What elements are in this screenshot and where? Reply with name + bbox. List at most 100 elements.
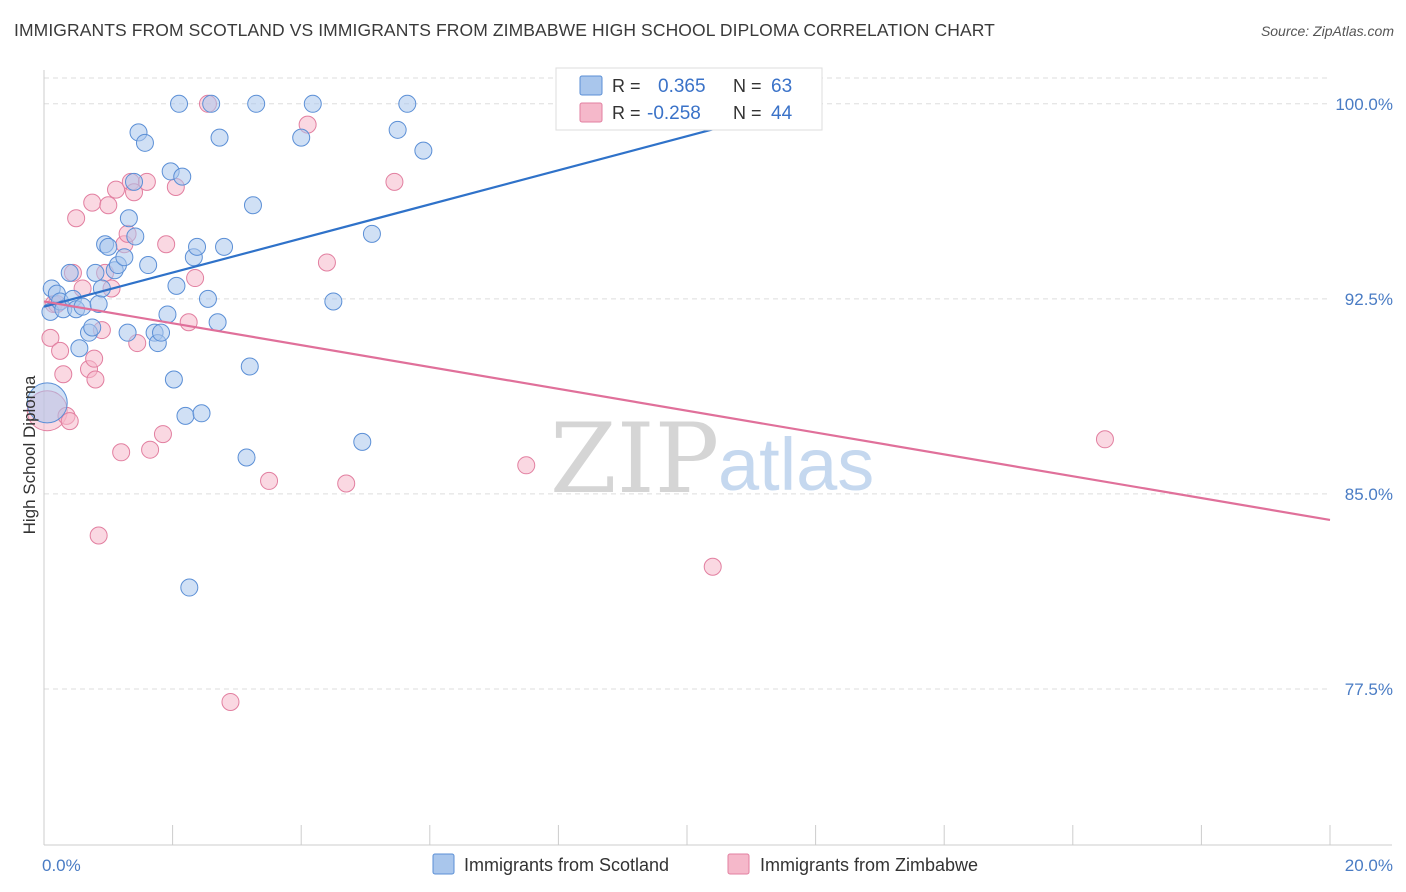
scotland-point (92, 279, 111, 298)
y-tick-label: 77.5% (1345, 680, 1393, 699)
scotland-point (118, 323, 137, 342)
watermark-zip: ZIP (550, 403, 719, 515)
zimbabwe-point (153, 425, 172, 444)
zimbabwe-point (260, 471, 279, 490)
stats-swatch-scotland (579, 75, 603, 96)
scotland-point (388, 120, 407, 139)
scotland-point (126, 227, 145, 246)
legend-label-zimbabwe: Immigrants from Zimbabwe (760, 855, 978, 875)
scotland-point (215, 237, 234, 256)
watermark: ZIP atlas (550, 403, 874, 515)
stats-swatch-zimbabwe (579, 102, 603, 123)
series-legend: Immigrants from Scotland Immigrants from… (432, 853, 978, 875)
stats-r-value-scotland: 0.365 (658, 76, 706, 97)
zimbabwe-point (85, 349, 104, 368)
scotland-point (26, 382, 68, 424)
scotland-point (167, 276, 186, 295)
zimbabwe-point (517, 456, 536, 475)
stats-n-value-zimbabwe: 44 (771, 103, 793, 124)
scotland-point (115, 248, 134, 267)
scotland-point (70, 339, 89, 358)
scotland-point (173, 167, 192, 186)
zimbabwe-point (141, 440, 160, 459)
scotland-point (180, 578, 199, 597)
scotland-point (398, 94, 417, 113)
zimbabwe-point (385, 172, 404, 191)
scotland-point (243, 196, 262, 215)
zimbabwe-point (60, 412, 79, 431)
trend-lines (43, 102, 1331, 522)
y-tick-label: 100.0% (1335, 95, 1393, 114)
scotland-point (99, 237, 118, 256)
scotland-point (188, 237, 207, 256)
scotland-point (208, 313, 227, 332)
legend-swatch-scotland (432, 853, 455, 875)
stats-r-label-zimbabwe: R = (612, 103, 641, 123)
scotland-point (198, 289, 217, 308)
source-label: Source: ZipAtlas.com (1260, 23, 1394, 39)
scotland-point (135, 133, 154, 152)
stats-n-value-scotland: 63 (771, 76, 792, 97)
y-axis-label: High School Diploma (20, 375, 39, 534)
scotland-point (152, 323, 171, 342)
scotland-point (176, 406, 195, 425)
scotland-point (324, 292, 343, 311)
zimbabwe-point (99, 196, 118, 215)
zimbabwe-point (107, 180, 126, 199)
scotland-point (237, 448, 256, 467)
y-tick-labels: 100.0% 92.5% 85.0% 77.5% (1335, 95, 1393, 699)
scotland-point (192, 404, 211, 423)
y-tick-label: 92.5% (1345, 290, 1393, 309)
axes (43, 70, 1392, 846)
scotland-point (247, 94, 266, 113)
zimbabwe-point (317, 253, 336, 272)
chart-title: IMMIGRANTS FROM SCOTLAND VS IMMIGRANTS F… (14, 20, 995, 40)
zimbabwe-point (703, 557, 722, 576)
zimbabwe-point (86, 370, 105, 389)
stats-n-label-zimbabwe: N = (733, 103, 762, 123)
watermark-atlas: atlas (718, 423, 874, 506)
x-tick-label: 20.0% (1345, 856, 1393, 875)
zimbabwe-point (51, 341, 70, 360)
scotland-point (414, 141, 433, 160)
x-tick-labels: 0.0% 20.0% (42, 856, 1393, 875)
scotland-point (83, 318, 102, 337)
scotland-trend-line (43, 102, 810, 308)
zimbabwe-point (337, 474, 356, 493)
zimbabwe-point (186, 269, 205, 288)
scotland-point (170, 94, 189, 113)
grid-lines (44, 77, 1330, 690)
zimbabwe-point (1095, 430, 1114, 449)
zimbabwe-point (54, 365, 73, 384)
zimbabwe-point (67, 209, 86, 228)
scotland-point (164, 370, 183, 389)
scotland-point (353, 432, 372, 451)
scotland-point (86, 263, 105, 282)
y-tick-label: 85.0% (1345, 485, 1393, 504)
zimbabwe-point (41, 328, 60, 347)
zimbabwe-point (112, 443, 131, 462)
scotland-point (210, 128, 229, 147)
scotland-point (125, 172, 144, 191)
scotland-point (292, 128, 311, 147)
zimbabwe-point (179, 313, 198, 332)
stats-n-label-scotland: N = (733, 76, 762, 96)
scotland-point (119, 209, 138, 228)
scotland-point (202, 94, 221, 113)
scotland-point (60, 263, 79, 282)
zimbabwe-point (221, 692, 240, 711)
stats-r-label-scotland: R = (612, 76, 641, 96)
zimbabwe-point (83, 193, 102, 212)
scotland-point (362, 224, 381, 243)
legend-label-scotland: Immigrants from Scotland (464, 855, 669, 875)
stats-legend: R = 0.365 N = 63 R = -0.258 N = 44 (555, 67, 823, 131)
scotland-point (139, 256, 158, 275)
stats-r-value-zimbabwe: -0.258 (647, 103, 701, 124)
zimbabwe-point (157, 235, 176, 254)
scotland-point (303, 94, 322, 113)
zimbabwe-point (89, 526, 108, 545)
x-tick-label: 0.0% (42, 856, 81, 875)
zimbabwe-trend-line (43, 300, 1331, 522)
legend-swatch-zimbabwe (727, 853, 750, 875)
